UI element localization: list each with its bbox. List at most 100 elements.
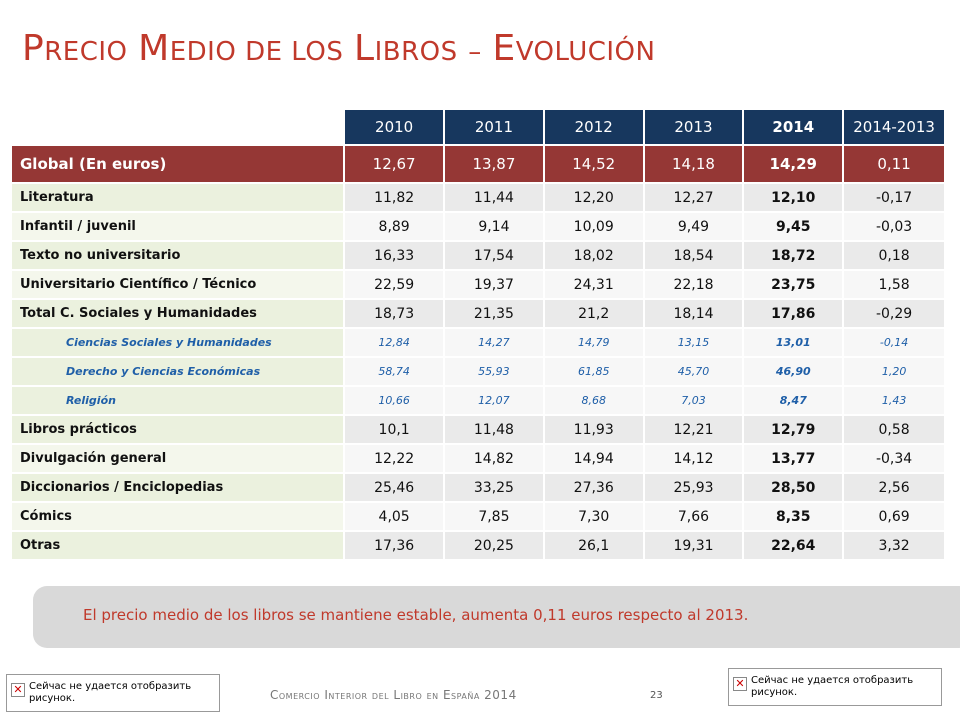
table-cell: 23,75 bbox=[742, 269, 845, 300]
header-2014-2013: 2014-2013 bbox=[842, 108, 946, 146]
table-cell: 14,79 bbox=[542, 327, 645, 358]
table-cell: 33,25 bbox=[443, 472, 545, 503]
table-cell: 18,02 bbox=[542, 240, 645, 271]
table-cell: 13,15 bbox=[642, 327, 745, 358]
header-2012: 2012 bbox=[542, 108, 645, 146]
row-label: Ciencias Sociales y Humanidades bbox=[9, 327, 346, 358]
table-cell: 13,87 bbox=[443, 144, 545, 184]
placeholder-text: Сейчас не удается отобразить рисунок. bbox=[751, 675, 914, 698]
row-label: Literatura bbox=[9, 182, 346, 213]
broken-image-icon: ✕ bbox=[11, 683, 25, 697]
table-cell: 46,90 bbox=[742, 356, 845, 387]
table-cell: 25,46 bbox=[343, 472, 446, 503]
table-cell: 10,66 bbox=[343, 385, 446, 416]
image-placeholder-left: ✕ Сейчас не удается отобразить рисунок. bbox=[6, 674, 220, 712]
table-cell: 8,35 bbox=[742, 501, 845, 532]
header-2013: 2013 bbox=[642, 108, 745, 146]
table-row: Texto no universitario 16,33 17,54 18,02 18,… bbox=[9, 240, 946, 271]
table-cell: 17,36 bbox=[343, 530, 446, 561]
page-title: PRECIO MEDIO DE LOS LIBROS – EVOLUCIÓN bbox=[22, 28, 656, 69]
table-cell: 12,07 bbox=[443, 385, 545, 416]
table-cell: 12,20 bbox=[542, 182, 645, 213]
table-cell: 21,2 bbox=[542, 298, 645, 329]
table-cell: 14,12 bbox=[642, 443, 745, 474]
table-cell: 8,68 bbox=[542, 385, 645, 416]
table-cell: 1,20 bbox=[842, 356, 946, 387]
table-cell: 18,14 bbox=[642, 298, 745, 329]
table-cell: 24,31 bbox=[542, 269, 645, 300]
price-table: 2010 2011 2012 2013 2014 2014-2013 Globa… bbox=[9, 108, 946, 561]
table-cell: 18,73 bbox=[343, 298, 446, 329]
row-label: Total C. Sociales y Humanidades bbox=[9, 298, 346, 329]
broken-image-icon: ✕ bbox=[733, 677, 747, 691]
table-subrow: Derecho y Ciencias Económicas 58,74 55,93 6… bbox=[9, 356, 946, 387]
table-cell: 26,1 bbox=[542, 530, 645, 561]
table-cell: 1,58 bbox=[842, 269, 946, 300]
row-label: Diccionarios / Enciclopedias bbox=[9, 472, 346, 503]
row-label: Libros prácticos bbox=[9, 414, 346, 445]
table-cell: 9,14 bbox=[443, 211, 545, 242]
table-cell: 55,93 bbox=[443, 356, 545, 387]
table-cell: 13,01 bbox=[742, 327, 845, 358]
table-cell: 12,27 bbox=[642, 182, 745, 213]
table-cell: 14,52 bbox=[542, 144, 645, 184]
table-cell: 3,32 bbox=[842, 530, 946, 561]
table-cell: 0,69 bbox=[842, 501, 946, 532]
table-cell: 11,44 bbox=[443, 182, 545, 213]
table-cell: 18,54 bbox=[642, 240, 745, 271]
table-cell: 58,74 bbox=[343, 356, 446, 387]
table-cell: 14,27 bbox=[443, 327, 545, 358]
table-cell: 0,58 bbox=[842, 414, 946, 445]
table-cell: -0,17 bbox=[842, 182, 946, 213]
table-cell: 8,47 bbox=[742, 385, 845, 416]
table-cell: 11,93 bbox=[542, 414, 645, 445]
table-cell: 61,85 bbox=[542, 356, 645, 387]
row-label: Texto no universitario bbox=[9, 240, 346, 271]
table-row: Divulgación general 12,22 14,82 14,94 14,12 1… bbox=[9, 443, 946, 474]
table-cell: 0,11 bbox=[842, 144, 946, 184]
table-cell: 14,29 bbox=[742, 144, 845, 184]
table-cell: 10,1 bbox=[343, 414, 446, 445]
table-cell: 8,89 bbox=[343, 211, 446, 242]
table-row: Libros prácticos 10,1 11,48 11,93 12,21 12,79… bbox=[9, 414, 946, 445]
table-cell: 22,18 bbox=[642, 269, 745, 300]
table-cell: 21,35 bbox=[443, 298, 545, 329]
table-cell: 12,79 bbox=[742, 414, 845, 445]
table-row: Universitario Científico / Técnico 22,59 1… bbox=[9, 269, 946, 300]
table-cell: 13,77 bbox=[742, 443, 845, 474]
table-cell: 27,36 bbox=[542, 472, 645, 503]
table-cell: 9,45 bbox=[742, 211, 845, 242]
row-label: Otras bbox=[9, 530, 346, 561]
global-row: Global (En euros) 12,67 13,87 14,52 14,1… bbox=[9, 144, 946, 184]
table-cell: -0,29 bbox=[842, 298, 946, 329]
header-blank-cell bbox=[9, 108, 346, 146]
table-cell: 12,21 bbox=[642, 414, 745, 445]
table-cell: 12,22 bbox=[343, 443, 446, 474]
row-label: Religión bbox=[9, 385, 346, 416]
table-cell: 10,09 bbox=[542, 211, 645, 242]
table-cell: 7,66 bbox=[642, 501, 745, 532]
table-cell: -0,14 bbox=[842, 327, 946, 358]
table-cell: 16,33 bbox=[343, 240, 446, 271]
table-cell: 7,03 bbox=[642, 385, 745, 416]
table-cell: -0,03 bbox=[842, 211, 946, 242]
table-cell: 0,18 bbox=[842, 240, 946, 271]
table-cell: 17,86 bbox=[742, 298, 845, 329]
table-cell: 14,94 bbox=[542, 443, 645, 474]
table-cell: 7,85 bbox=[443, 501, 545, 532]
row-label: Global (En euros) bbox=[9, 144, 346, 184]
table-cell: 11,82 bbox=[343, 182, 446, 213]
image-placeholder-right: ✕ Сейчас не удается отобразить рисунок. bbox=[728, 668, 942, 706]
row-label: Derecho y Ciencias Económicas bbox=[9, 356, 346, 387]
table-cell: 12,10 bbox=[742, 182, 845, 213]
table-row: Total C. Sociales y Humanidades 18,73 21,3… bbox=[9, 298, 946, 329]
row-label: Universitario Científico / Técnico bbox=[9, 269, 346, 300]
table-row: Diccionarios / Enciclopedias 25,46 33,25 27… bbox=[9, 472, 946, 503]
table-cell: 28,50 bbox=[742, 472, 845, 503]
row-label: Infantil / juvenil bbox=[9, 211, 346, 242]
header-2014: 2014 bbox=[742, 108, 845, 146]
table-cell: 20,25 bbox=[443, 530, 545, 561]
table-subrow: Religión 10,66 12,07 8,68 7,03 8,47 1,43 bbox=[9, 385, 946, 416]
table-row: Otras 17,36 20,25 26,1 19,31 22,64 3,32 bbox=[9, 530, 946, 561]
table-cell: 17,54 bbox=[443, 240, 545, 271]
